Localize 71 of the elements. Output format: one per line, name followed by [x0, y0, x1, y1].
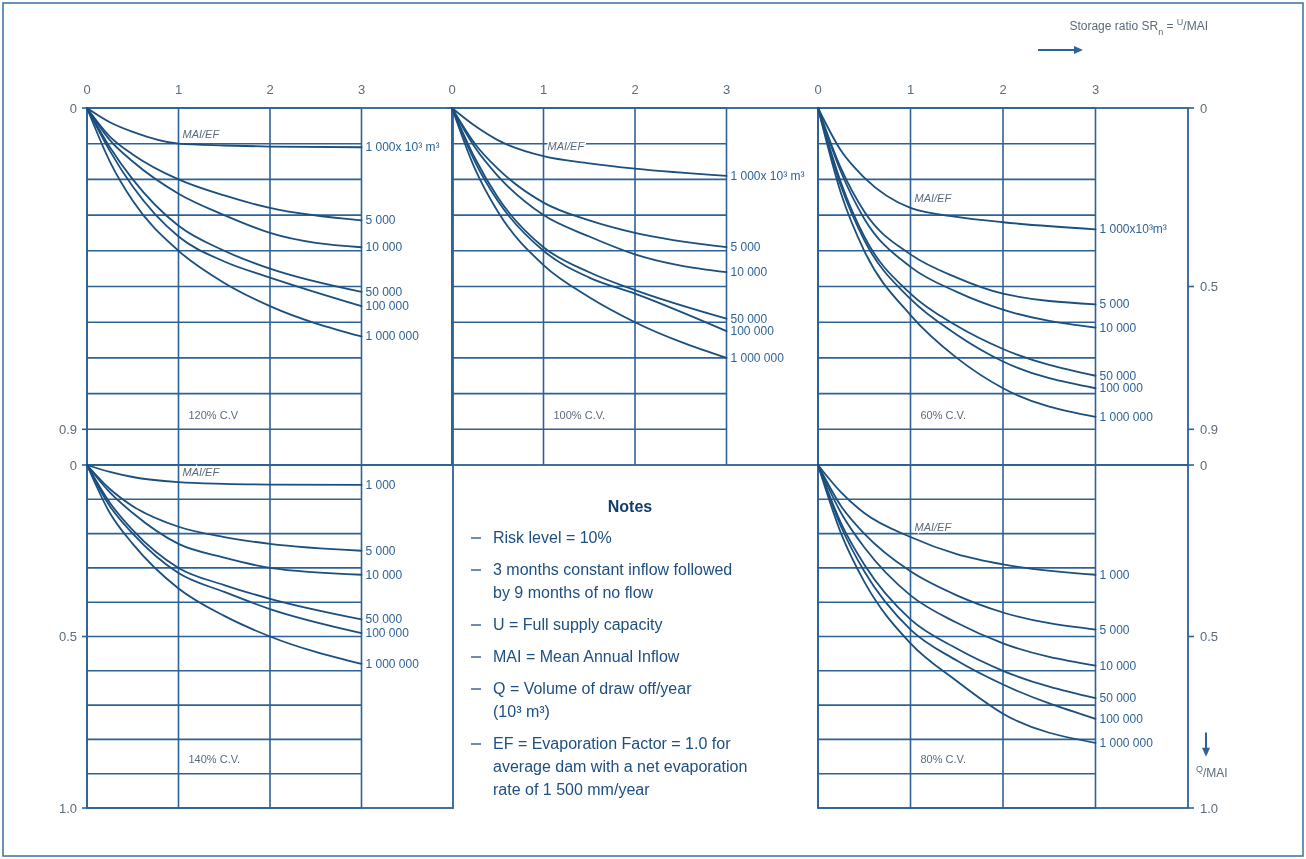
- x-tick-label: 3: [1091, 82, 1100, 97]
- series-label: 5 000: [365, 213, 396, 228]
- x-tick-label: 2: [266, 82, 274, 97]
- text: EF = Evaporation Factor = 1.0 for average dam with a net evaporation rate of 1 500 mm/year: [493, 735, 748, 798]
- text: 100% C.V.: [553, 408, 606, 421]
- series-label: 50 000: [365, 284, 403, 299]
- text: 120% C.V: [188, 408, 239, 421]
- text: Q = Volume of draw off/year (10³ m³): [493, 680, 693, 720]
- series-label: 50 000: [730, 311, 768, 326]
- x-tick-label: 0: [83, 82, 91, 97]
- series-label: 50 000: [1099, 691, 1137, 706]
- series-label: 1 000: [1099, 567, 1130, 582]
- x-tick-label: 3: [357, 82, 366, 97]
- text: Notes: [607, 498, 653, 515]
- series-label: 5 000: [365, 543, 396, 558]
- series-label: 100 000: [1099, 711, 1144, 726]
- series-label: 1 000 000: [730, 350, 785, 365]
- series-label: 1 000 000: [365, 656, 420, 671]
- text: 140% C.V.: [188, 753, 241, 766]
- text: Risk level = 10%: [493, 529, 612, 546]
- y2-tick-label: 0.9: [1200, 421, 1219, 437]
- text: U = Full supply capacity: [493, 616, 663, 633]
- y-tick-label: 1.0: [58, 800, 77, 816]
- x-tick-label: 3: [722, 82, 731, 97]
- series-label: 100 000: [365, 299, 410, 314]
- series-label: 1 000: [365, 477, 396, 492]
- x-axis-title: Storage ratio SR$_{n}$ = $^{U}$/MAI: [1069, 17, 1208, 37]
- y2-tick-label: 0.5: [1200, 279, 1219, 294]
- series-label: 100 000: [1099, 381, 1144, 396]
- y2-axis-title: $^{Q}$/MAI: [1196, 764, 1228, 781]
- text: 3 months constant inflow followed by 9 months of no flow: [493, 561, 733, 601]
- series-label: 10 000: [365, 567, 403, 582]
- annotation: MAI/EF: [182, 466, 221, 479]
- x-tick-label: 0: [814, 82, 822, 97]
- y-tick-label: 0: [69, 457, 77, 473]
- series-label: 1 000x 10³ m³: [365, 140, 440, 155]
- y2-tick-label: 0: [1200, 457, 1208, 473]
- series-label: 50 000: [365, 612, 403, 627]
- text: 80% C.V.: [920, 753, 966, 766]
- text: MAI = Mean Annual Inflow: [493, 648, 680, 665]
- y2-tick-label: 0.5: [1200, 629, 1219, 644]
- series-label: 10 000: [1099, 658, 1137, 673]
- y2-tick-label: 0: [1200, 100, 1208, 116]
- series-label: 1 000x 10³ m³: [730, 168, 805, 183]
- x-tick-label: 2: [631, 82, 639, 97]
- series-label: 50 000: [1099, 368, 1137, 383]
- series-label: 10 000: [1099, 320, 1137, 335]
- y-tick-label: 0: [69, 100, 77, 116]
- annotation: MAI/EF: [914, 191, 953, 204]
- x-tick-label: 1: [906, 82, 915, 97]
- series-label: 5 000: [730, 240, 761, 255]
- series-label: 5 000: [1099, 622, 1130, 637]
- series-label: 1 000 000: [1099, 409, 1154, 424]
- y2-tick-label: 1.0: [1200, 800, 1219, 816]
- x-tick-label: 2: [999, 82, 1007, 97]
- series-label: 1 000 000: [1099, 735, 1154, 750]
- series-label: 1 000 000: [365, 329, 420, 344]
- series-label: 1 000x10³m³: [1099, 222, 1167, 237]
- y-tick-label: 0.9: [58, 421, 77, 437]
- x-tick-label: 0: [448, 82, 456, 97]
- text: 60% C.V.: [920, 408, 966, 421]
- x-tick-label: 1: [539, 82, 548, 97]
- series-label: 10 000: [365, 240, 403, 255]
- series-label: 100 000: [365, 626, 410, 641]
- series-label: 10 000: [730, 265, 768, 280]
- x-tick-label: 1: [174, 82, 183, 97]
- annotation: MAI/EF: [914, 521, 953, 534]
- series-label: 5 000: [1099, 297, 1130, 312]
- series-label: 100 000: [730, 324, 775, 339]
- y-tick-label: 0.5: [58, 629, 77, 644]
- annotation: MAI/EF: [182, 127, 221, 140]
